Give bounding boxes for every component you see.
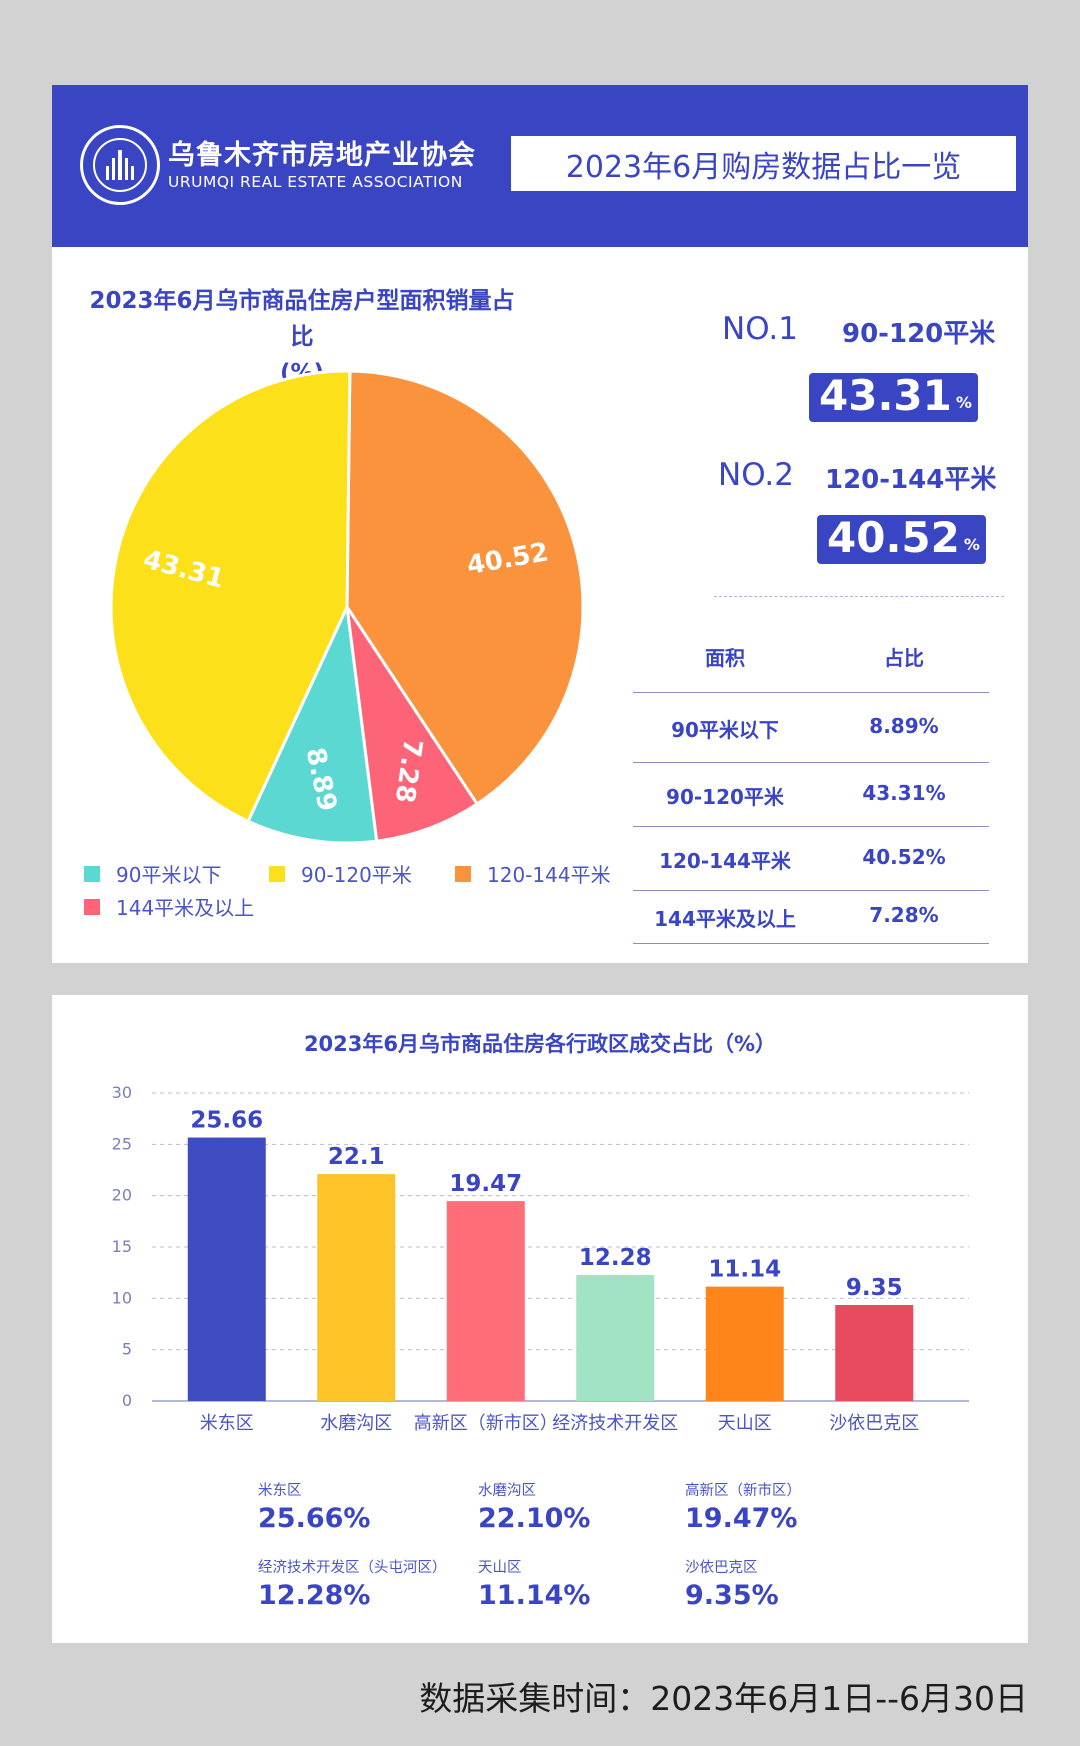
rank-1-value: 43.31: [819, 371, 952, 420]
table-divider: [633, 890, 989, 891]
bar: [317, 1174, 396, 1401]
legend-label: 144平米及以上: [116, 896, 255, 920]
bar-value-label: 12.28: [579, 1245, 652, 1271]
rank-2-value: 40.52: [827, 513, 960, 562]
rank-2-pct: %: [963, 535, 980, 554]
legend-swatch: [84, 865, 100, 882]
rank-1-pct: %: [955, 393, 972, 412]
y-tick-label: 0: [122, 1391, 132, 1410]
bar: [187, 1137, 266, 1401]
header-banner: 乌鲁木齐市房地产业协会 URUMQI REAL ESTATE ASSOCIATI…: [52, 85, 1028, 247]
y-tick-label: 15: [112, 1237, 132, 1256]
legend-label: 120-144平米: [487, 863, 611, 887]
legend-item-4: 144平米及以上: [84, 892, 254, 921]
table-divider: [633, 692, 989, 693]
bar-chart: 0 5 10 15 20 25 30 25.66 米东区 22.1 水磨沟区 19.47 高新区（新市区…: [112, 1083, 969, 1434]
stat-district-value: 9.35%: [685, 1580, 779, 1611]
org-name-cn: 乌鲁木齐市房地产业协会: [168, 140, 476, 171]
legend-swatch: [84, 898, 100, 915]
table-cell-area: 144平米及以上: [654, 907, 796, 931]
district-share-panel: 2023年6月乌市商品住房各行政区成交占比（%） 0 5 10 15 20 25 30 25.…: [52, 995, 1028, 1643]
table-divider: [633, 826, 989, 827]
data-collection-period: 数据采集时间：2023年6月1日--6月30日: [419, 1679, 1028, 1718]
rank-1-range: 90-120平米: [842, 319, 996, 349]
pie-slice: [109, 369, 352, 824]
stat-district-name: 高新区（新市区）: [685, 1483, 801, 1499]
legend-item-2: 90-120平米: [269, 859, 412, 888]
stat-district-name: 水磨沟区: [478, 1483, 536, 1499]
bar-value-label: 9.35: [846, 1275, 903, 1301]
legend-swatch: [269, 865, 285, 882]
x-tick-label: 天山区: [718, 1413, 772, 1434]
x-tick-label: 米东区: [200, 1413, 254, 1434]
x-tick-label: 沙依巴克区: [829, 1413, 919, 1434]
bar: [835, 1305, 914, 1401]
bar-value-label: 25.66: [190, 1108, 263, 1134]
bar-chart-title: 2023年6月乌市商品住房各行政区成交占比（%）: [303, 1032, 777, 1056]
table-cell-share: 8.89%: [869, 714, 939, 738]
association-logo-icon: [80, 125, 160, 205]
org-name-en: URUMQI REAL ESTATE ASSOCIATION: [168, 173, 463, 191]
legend-label: 90平米以下: [116, 863, 222, 887]
table-cell-share: 40.52%: [862, 845, 946, 869]
stat-district-value: 19.47%: [685, 1503, 798, 1534]
page-title: 2023年6月购房数据占比一览: [509, 134, 1018, 193]
y-tick-label: 10: [112, 1288, 132, 1307]
bar-value-label: 19.47: [449, 1171, 522, 1197]
y-tick-label: 20: [112, 1186, 132, 1205]
bar: [446, 1201, 525, 1401]
rank-2-range: 120-144平米: [825, 465, 997, 495]
bar-value-label: 11.14: [708, 1257, 781, 1283]
bar: [705, 1286, 784, 1401]
table-cell-share: 43.31%: [862, 781, 946, 805]
legend-item-3: 120-144平米: [455, 859, 611, 888]
table-cell-area: 90-120平米: [666, 785, 784, 809]
bar: [576, 1274, 655, 1401]
stat-district-value: 11.14%: [478, 1580, 591, 1611]
stat-district-value: 22.10%: [478, 1503, 591, 1534]
legend-item-1: 90平米以下: [84, 859, 221, 888]
stat-district-value: 12.28%: [258, 1580, 371, 1611]
table-divider: [633, 943, 989, 944]
rank-1-label: NO.1: [722, 311, 798, 347]
x-tick-label: 水磨沟区: [320, 1413, 392, 1434]
table-cell-share: 7.28%: [869, 903, 939, 927]
stat-district-name: 沙依巴克区: [685, 1560, 758, 1576]
table-cell-area: 90平米以下: [671, 718, 779, 742]
y-tick-label: 25: [112, 1134, 132, 1153]
table-divider: [633, 762, 989, 763]
x-tick-label: 经济技术开发区: [552, 1413, 678, 1434]
table-cell-area: 120-144平米: [659, 849, 791, 873]
pie-slice: [246, 601, 379, 845]
stat-district-name: 米东区: [258, 1483, 302, 1499]
pie-slice: [345, 606, 480, 843]
y-tick-label: 5: [122, 1340, 132, 1359]
legend-swatch: [455, 865, 471, 882]
stat-district-name: 经济技术开发区（头屯河区）: [258, 1560, 447, 1576]
legend-label: 90-120平米: [301, 863, 412, 887]
rank-1-value-badge: 43.31%: [809, 371, 978, 422]
stat-district-value: 25.66%: [258, 1503, 371, 1534]
bar-value-label: 22.1: [328, 1144, 385, 1170]
rank-2-value-badge: 40.52%: [817, 513, 986, 564]
rank-2-label: NO.2: [718, 457, 794, 493]
table-header-share: 占比: [884, 646, 924, 670]
stat-district-name: 天山区: [478, 1560, 522, 1576]
pie-title-main: 2023年6月乌市商品住房户型面积销量占比: [89, 288, 515, 350]
area-share-panel: 2023年6月乌市商品住房户型面积销量占比 (%) 40.52 7.28 8.89 4…: [52, 247, 1028, 963]
y-tick-label: 30: [112, 1083, 132, 1102]
table-header-area: 面积: [705, 646, 745, 670]
divider: [714, 596, 1004, 597]
x-tick-label: 高新区（新市区）: [414, 1413, 558, 1434]
